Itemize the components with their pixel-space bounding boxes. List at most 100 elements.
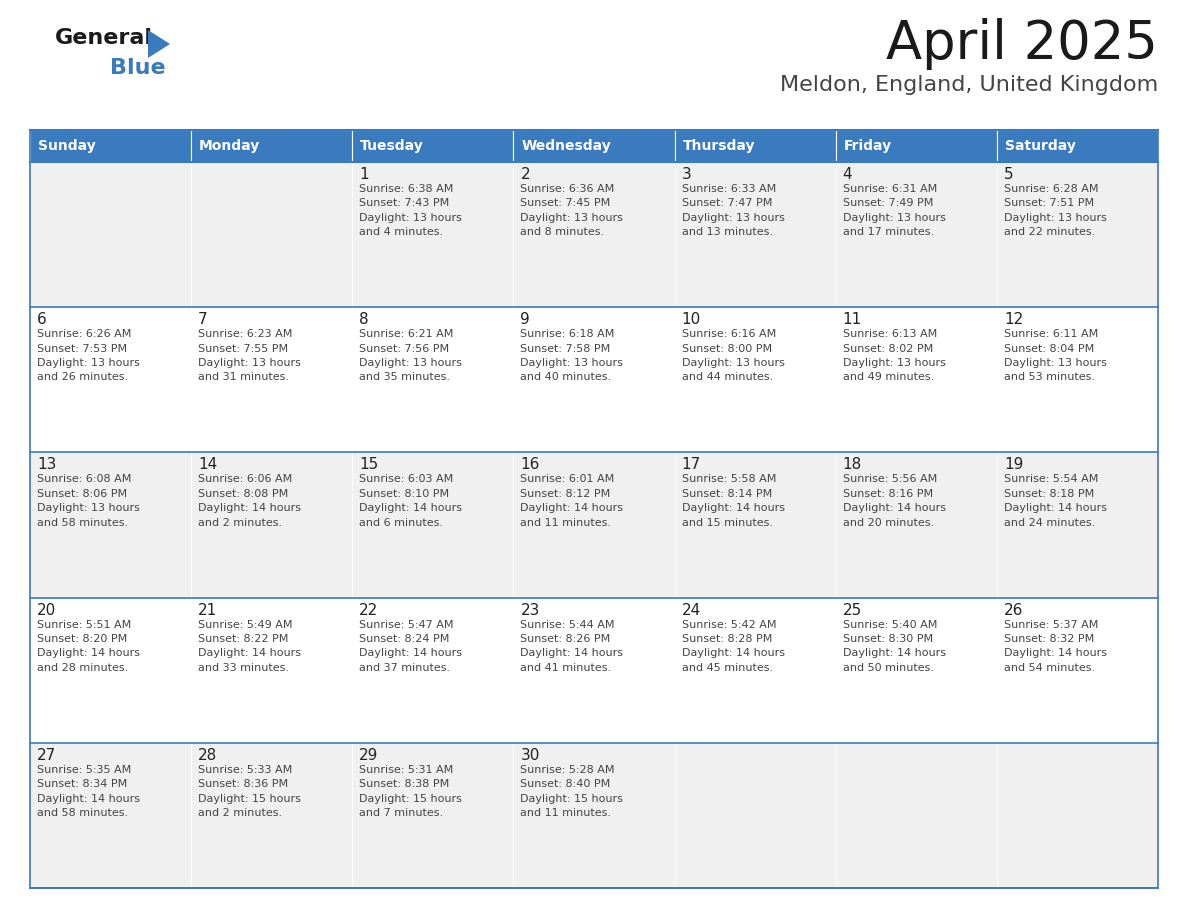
Bar <box>353 453 513 598</box>
Bar <box>353 743 513 888</box>
Text: 2: 2 <box>520 167 530 182</box>
Bar <box>675 308 835 453</box>
Text: Thursday: Thursday <box>683 139 756 153</box>
Text: Blue: Blue <box>110 58 165 78</box>
Text: Sunrise: 6:16 AM
Sunset: 8:00 PM
Daylight: 13 hours
and 44 minutes.: Sunrise: 6:16 AM Sunset: 8:00 PM Dayligh… <box>682 330 784 383</box>
Text: Monday: Monday <box>200 139 260 153</box>
Bar <box>191 743 353 888</box>
Text: 17: 17 <box>682 457 701 473</box>
Text: 7: 7 <box>198 312 208 327</box>
Text: Sunrise: 6:21 AM
Sunset: 7:56 PM
Daylight: 13 hours
and 35 minutes.: Sunrise: 6:21 AM Sunset: 7:56 PM Dayligh… <box>359 330 462 383</box>
Text: Sunrise: 6:36 AM
Sunset: 7:45 PM
Daylight: 13 hours
and 8 minutes.: Sunrise: 6:36 AM Sunset: 7:45 PM Dayligh… <box>520 184 624 237</box>
Text: Sunrise: 6:26 AM
Sunset: 7:53 PM
Daylight: 13 hours
and 26 minutes.: Sunrise: 6:26 AM Sunset: 7:53 PM Dayligh… <box>37 330 140 383</box>
Text: Sunrise: 5:31 AM
Sunset: 8:38 PM
Daylight: 15 hours
and 7 minutes.: Sunrise: 5:31 AM Sunset: 8:38 PM Dayligh… <box>359 765 462 818</box>
Text: Sunrise: 6:06 AM
Sunset: 8:08 PM
Daylight: 14 hours
and 2 minutes.: Sunrise: 6:06 AM Sunset: 8:08 PM Dayligh… <box>198 475 301 528</box>
Text: Tuesday: Tuesday <box>360 139 424 153</box>
Bar <box>191 130 353 162</box>
Text: Friday: Friday <box>843 139 892 153</box>
Bar <box>353 162 513 308</box>
Text: 29: 29 <box>359 748 379 763</box>
Text: Sunrise: 6:23 AM
Sunset: 7:55 PM
Daylight: 13 hours
and 31 minutes.: Sunrise: 6:23 AM Sunset: 7:55 PM Dayligh… <box>198 330 301 383</box>
Text: 26: 26 <box>1004 602 1023 618</box>
Bar <box>835 130 997 162</box>
Text: Sunrise: 6:18 AM
Sunset: 7:58 PM
Daylight: 13 hours
and 40 minutes.: Sunrise: 6:18 AM Sunset: 7:58 PM Dayligh… <box>520 330 624 383</box>
Text: Sunrise: 6:08 AM
Sunset: 8:06 PM
Daylight: 13 hours
and 58 minutes.: Sunrise: 6:08 AM Sunset: 8:06 PM Dayligh… <box>37 475 140 528</box>
Bar <box>835 308 997 453</box>
Text: Sunrise: 6:01 AM
Sunset: 8:12 PM
Daylight: 14 hours
and 11 minutes.: Sunrise: 6:01 AM Sunset: 8:12 PM Dayligh… <box>520 475 624 528</box>
Text: Sunrise: 6:31 AM
Sunset: 7:49 PM
Daylight: 13 hours
and 17 minutes.: Sunrise: 6:31 AM Sunset: 7:49 PM Dayligh… <box>842 184 946 237</box>
Text: 5: 5 <box>1004 167 1013 182</box>
Text: Sunrise: 5:40 AM
Sunset: 8:30 PM
Daylight: 14 hours
and 50 minutes.: Sunrise: 5:40 AM Sunset: 8:30 PM Dayligh… <box>842 620 946 673</box>
Text: Sunrise: 5:33 AM
Sunset: 8:36 PM
Daylight: 15 hours
and 2 minutes.: Sunrise: 5:33 AM Sunset: 8:36 PM Dayligh… <box>198 765 301 818</box>
Bar <box>353 598 513 743</box>
Text: Sunrise: 6:28 AM
Sunset: 7:51 PM
Daylight: 13 hours
and 22 minutes.: Sunrise: 6:28 AM Sunset: 7:51 PM Dayligh… <box>1004 184 1107 237</box>
Bar <box>997 308 1158 453</box>
Bar <box>675 453 835 598</box>
Bar <box>675 130 835 162</box>
Bar <box>191 162 353 308</box>
Text: 13: 13 <box>37 457 56 473</box>
Text: April 2025: April 2025 <box>886 18 1158 70</box>
Bar <box>513 308 675 453</box>
Text: 21: 21 <box>198 602 217 618</box>
Text: 14: 14 <box>198 457 217 473</box>
Bar <box>30 162 191 308</box>
Text: 4: 4 <box>842 167 852 182</box>
Text: Sunrise: 5:42 AM
Sunset: 8:28 PM
Daylight: 14 hours
and 45 minutes.: Sunrise: 5:42 AM Sunset: 8:28 PM Dayligh… <box>682 620 784 673</box>
Bar <box>513 162 675 308</box>
Text: Sunrise: 5:37 AM
Sunset: 8:32 PM
Daylight: 14 hours
and 54 minutes.: Sunrise: 5:37 AM Sunset: 8:32 PM Dayligh… <box>1004 620 1107 673</box>
Text: 6: 6 <box>37 312 46 327</box>
Text: Sunrise: 5:35 AM
Sunset: 8:34 PM
Daylight: 14 hours
and 58 minutes.: Sunrise: 5:35 AM Sunset: 8:34 PM Dayligh… <box>37 765 140 818</box>
Text: 16: 16 <box>520 457 539 473</box>
Bar <box>191 598 353 743</box>
Text: 11: 11 <box>842 312 862 327</box>
Text: Sunrise: 5:44 AM
Sunset: 8:26 PM
Daylight: 14 hours
and 41 minutes.: Sunrise: 5:44 AM Sunset: 8:26 PM Dayligh… <box>520 620 624 673</box>
Bar <box>997 453 1158 598</box>
Text: Sunrise: 6:38 AM
Sunset: 7:43 PM
Daylight: 13 hours
and 4 minutes.: Sunrise: 6:38 AM Sunset: 7:43 PM Dayligh… <box>359 184 462 237</box>
Bar <box>30 130 191 162</box>
Text: 24: 24 <box>682 602 701 618</box>
Text: Sunrise: 6:11 AM
Sunset: 8:04 PM
Daylight: 13 hours
and 53 minutes.: Sunrise: 6:11 AM Sunset: 8:04 PM Dayligh… <box>1004 330 1107 383</box>
Text: 3: 3 <box>682 167 691 182</box>
Text: General: General <box>55 28 153 48</box>
Text: 10: 10 <box>682 312 701 327</box>
Bar <box>835 743 997 888</box>
Text: Meldon, England, United Kingdom: Meldon, England, United Kingdom <box>779 75 1158 95</box>
Bar <box>30 308 191 453</box>
Text: 28: 28 <box>198 748 217 763</box>
Bar <box>513 598 675 743</box>
Text: Sunday: Sunday <box>38 139 96 153</box>
Text: 15: 15 <box>359 457 379 473</box>
Text: Sunrise: 5:54 AM
Sunset: 8:18 PM
Daylight: 14 hours
and 24 minutes.: Sunrise: 5:54 AM Sunset: 8:18 PM Dayligh… <box>1004 475 1107 528</box>
Bar <box>835 162 997 308</box>
Text: 27: 27 <box>37 748 56 763</box>
Text: 8: 8 <box>359 312 369 327</box>
Polygon shape <box>148 30 170 58</box>
Text: 19: 19 <box>1004 457 1023 473</box>
Text: 22: 22 <box>359 602 379 618</box>
Text: Sunrise: 5:58 AM
Sunset: 8:14 PM
Daylight: 14 hours
and 15 minutes.: Sunrise: 5:58 AM Sunset: 8:14 PM Dayligh… <box>682 475 784 528</box>
Bar <box>191 453 353 598</box>
Bar <box>997 162 1158 308</box>
Text: Sunrise: 6:03 AM
Sunset: 8:10 PM
Daylight: 14 hours
and 6 minutes.: Sunrise: 6:03 AM Sunset: 8:10 PM Dayligh… <box>359 475 462 528</box>
Text: 9: 9 <box>520 312 530 327</box>
Text: Wednesday: Wednesday <box>522 139 611 153</box>
Text: Saturday: Saturday <box>1005 139 1075 153</box>
Bar <box>997 743 1158 888</box>
Text: 20: 20 <box>37 602 56 618</box>
Bar <box>30 598 191 743</box>
Bar <box>675 743 835 888</box>
Text: 12: 12 <box>1004 312 1023 327</box>
Text: Sunrise: 5:28 AM
Sunset: 8:40 PM
Daylight: 15 hours
and 11 minutes.: Sunrise: 5:28 AM Sunset: 8:40 PM Dayligh… <box>520 765 624 818</box>
Text: Sunrise: 5:49 AM
Sunset: 8:22 PM
Daylight: 14 hours
and 33 minutes.: Sunrise: 5:49 AM Sunset: 8:22 PM Dayligh… <box>198 620 301 673</box>
Bar <box>997 130 1158 162</box>
Text: Sunrise: 5:51 AM
Sunset: 8:20 PM
Daylight: 14 hours
and 28 minutes.: Sunrise: 5:51 AM Sunset: 8:20 PM Dayligh… <box>37 620 140 673</box>
Text: 30: 30 <box>520 748 539 763</box>
Bar <box>30 453 191 598</box>
Bar <box>675 598 835 743</box>
Text: 25: 25 <box>842 602 862 618</box>
Text: Sunrise: 6:33 AM
Sunset: 7:47 PM
Daylight: 13 hours
and 13 minutes.: Sunrise: 6:33 AM Sunset: 7:47 PM Dayligh… <box>682 184 784 237</box>
Bar <box>513 130 675 162</box>
Bar <box>30 743 191 888</box>
Text: Sunrise: 6:13 AM
Sunset: 8:02 PM
Daylight: 13 hours
and 49 minutes.: Sunrise: 6:13 AM Sunset: 8:02 PM Dayligh… <box>842 330 946 383</box>
